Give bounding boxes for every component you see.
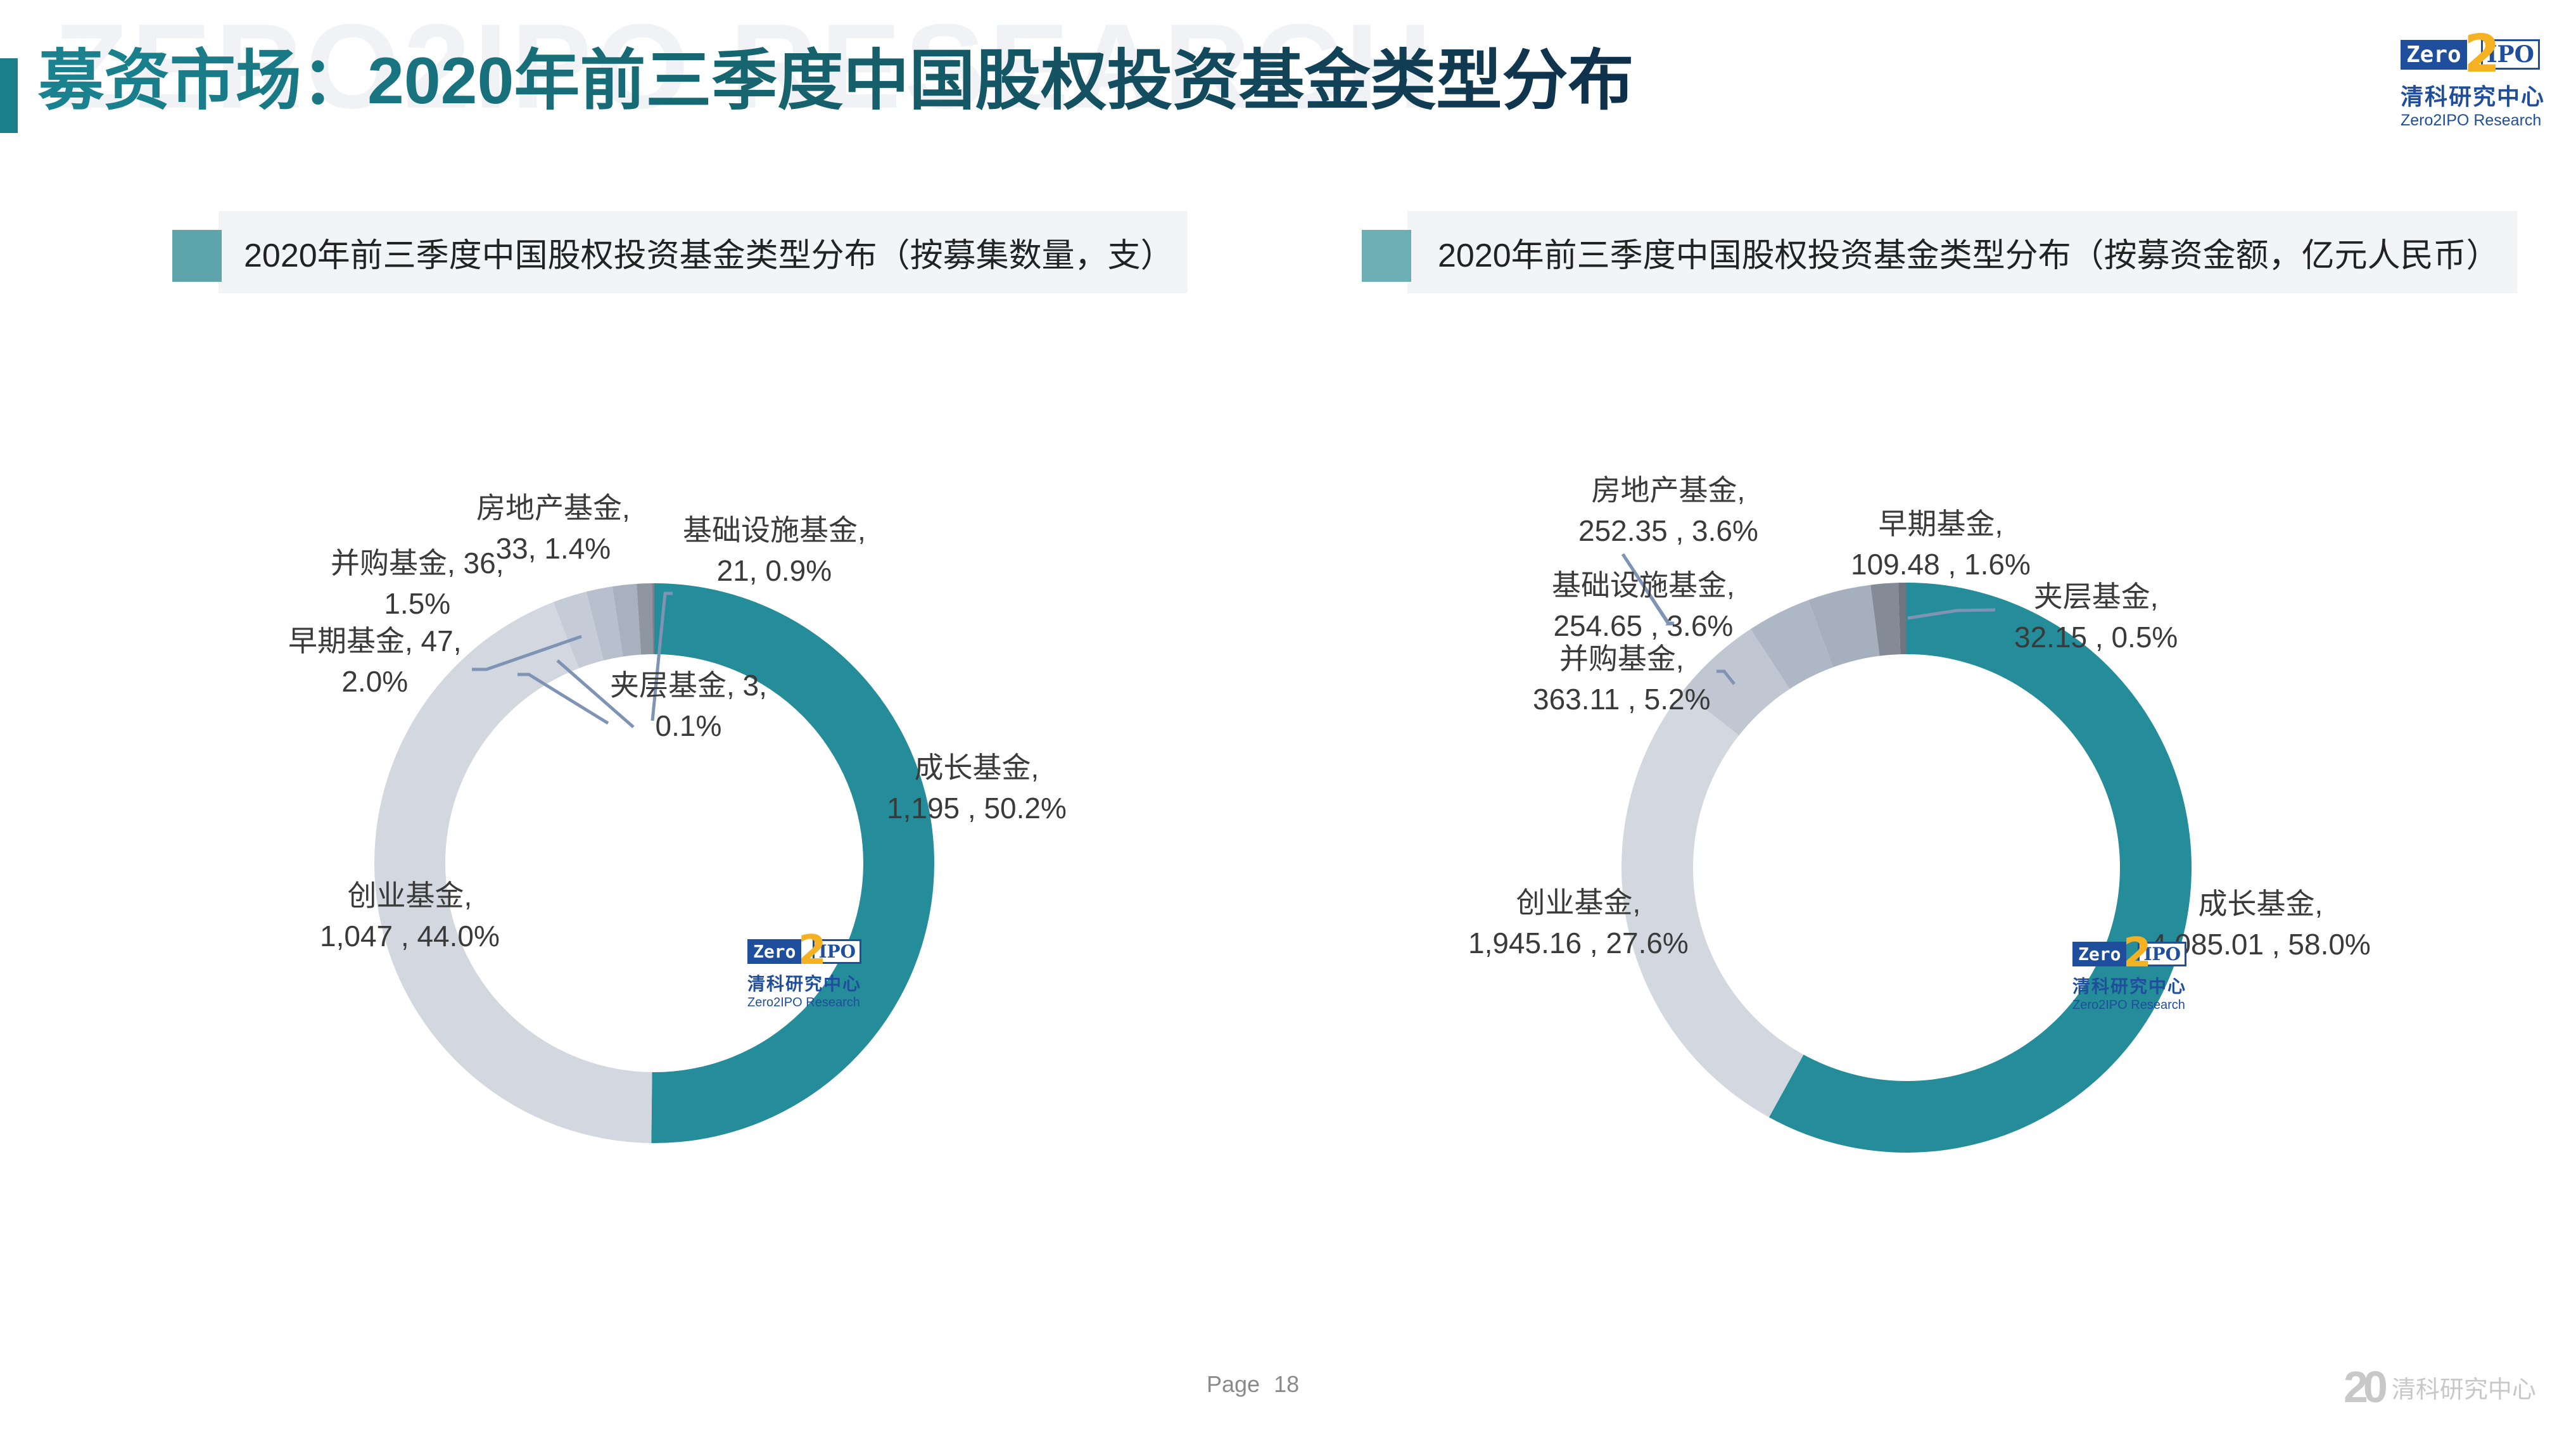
right-chart-subtitle: 2020年前三季度中国股权投资基金类型分布（按募资金额，亿元人民币） <box>1362 211 2517 293</box>
donut-slice <box>1808 585 1880 668</box>
left-chart-logo: Zero 2 IPO 清科研究中心 Zero2IPO Research <box>747 927 862 1010</box>
leader-line-left-realestate <box>556 659 635 728</box>
right-label-infra: 基础设施基金, 254.65 , 3.6% <box>1552 569 1735 642</box>
right-subtitle-text: 2020年前三季度中国股权投资基金类型分布（按募资金额，亿元人民币） <box>1438 237 2499 274</box>
leader-line-left-infra <box>650 592 673 721</box>
leader-line-left-mna <box>517 673 609 725</box>
anniversary-mark-icon: 20 <box>2344 1362 2388 1412</box>
logo-ipo-text: IPO <box>2480 39 2540 70</box>
donut-slice <box>1750 600 1833 689</box>
page-title: 募资市场：2020年前三季度中国股权投资基金类型分布 <box>38 42 1634 121</box>
leader-line-right-realestate-b <box>1621 553 1675 626</box>
donut-slice <box>553 592 604 669</box>
left-label-early: 早期基金, 47, 2.0% <box>288 624 462 698</box>
right-label-venture: 创业基金, 1,945.16 , 27.6% <box>1468 886 1689 959</box>
donut-slice <box>586 586 623 661</box>
right-label-early: 早期基金, 109.48 , 1.6% <box>1851 507 2031 581</box>
logo-two-mark: 2 <box>2123 930 2152 977</box>
watermark-text: ZERO2IPO RESEARCH <box>54 6 1436 127</box>
donut-slice <box>1682 629 1790 736</box>
logo-two-mark: 2 <box>2464 24 2501 84</box>
logo-ipo-text: IPO <box>813 939 861 964</box>
left-donut-chart <box>374 583 934 1143</box>
right-donut-chart <box>1621 583 2192 1153</box>
logo-zero-text: Zero <box>2401 39 2467 70</box>
left-label-growth: 成长基金, 1,195 , 50.2% <box>887 751 1067 825</box>
logo-cn-text: 清科研究中心 <box>2401 84 2546 110</box>
logo-en-text: Zero2IPO Research <box>2401 111 2542 129</box>
logo-zero-text: Zero <box>747 939 802 964</box>
donut-slice <box>612 583 642 657</box>
donut-slice <box>1898 583 1907 655</box>
page-number-value: 18 <box>1274 1371 1300 1397</box>
donut-slice <box>1768 583 2192 1153</box>
donut-slice <box>652 583 654 655</box>
logo-en-text: Zero2IPO Research <box>2072 998 2185 1012</box>
left-chart-subtitle: 2020年前三季度中国股权投资基金类型分布（按募集数量，支） <box>172 211 1188 293</box>
right-label-mna: 并购基金, 363.11 , 5.2% <box>1533 642 1711 716</box>
right-chart-logo: Zero 2 IPO 清科研究中心 Zero2IPO Research <box>2072 930 2187 1013</box>
donut-slice <box>1870 583 1901 656</box>
subtitle-square-icon <box>1362 230 1411 282</box>
left-subtitle-text: 2020年前三季度中国股权投资基金类型分布（按募集数量，支） <box>244 237 1174 274</box>
subtitle-square-icon <box>172 230 222 282</box>
donut-slice <box>651 583 934 1143</box>
left-label-realestate: 房地产基金, 33, 1.4% <box>476 491 630 565</box>
logo-en-text: Zero2IPO Research <box>747 996 860 1009</box>
footer-brand-logo: 20 清科研究中心 <box>2344 1362 2536 1412</box>
logo-zero-text: Zero <box>2072 941 2127 966</box>
logo-two-mark: 2 <box>798 927 827 974</box>
footer-brand-text: 清科研究中心 <box>2391 1376 2536 1403</box>
left-label-mna: 并购基金, 36, 1.5% <box>331 547 504 620</box>
donut-slice <box>1621 691 1804 1118</box>
logo-ipo-text: IPO <box>2138 941 2186 966</box>
left-label-infra: 基础设施基金, 21, 0.9% <box>683 514 866 587</box>
right-label-growth: 成长基金, 4,085.01 , 58.0% <box>2150 887 2371 961</box>
leader-line-right-mezz <box>1907 608 1996 620</box>
left-label-venture: 创业基金, 1,047 , 44.0% <box>320 879 500 952</box>
donut-slice <box>637 583 653 655</box>
page-label: Page <box>1207 1371 1260 1397</box>
title-accent-bar <box>0 58 18 133</box>
right-label-realestate: 房地产基金, 252.35 , 3.6% <box>1578 474 1758 547</box>
leader-line-right-mna <box>1716 669 1735 685</box>
leader-line-left-early <box>472 635 582 671</box>
donut-slice <box>374 602 652 1143</box>
page-number: Page 18 <box>1207 1371 1313 1398</box>
left-label-mezzanine: 夹层基金, 3, 0.1% <box>610 669 767 742</box>
right-label-mezzanine: 夹层基金, 32.15 , 0.5% <box>2014 580 2178 654</box>
header-logo: Zero 2 IPO 清科研究中心 Zero2IPO Research <box>2401 24 2546 130</box>
logo-cn-text: 清科研究中心 <box>2072 977 2187 996</box>
logo-cn-text: 清科研究中心 <box>747 974 862 994</box>
leader-lines <box>472 553 1996 728</box>
